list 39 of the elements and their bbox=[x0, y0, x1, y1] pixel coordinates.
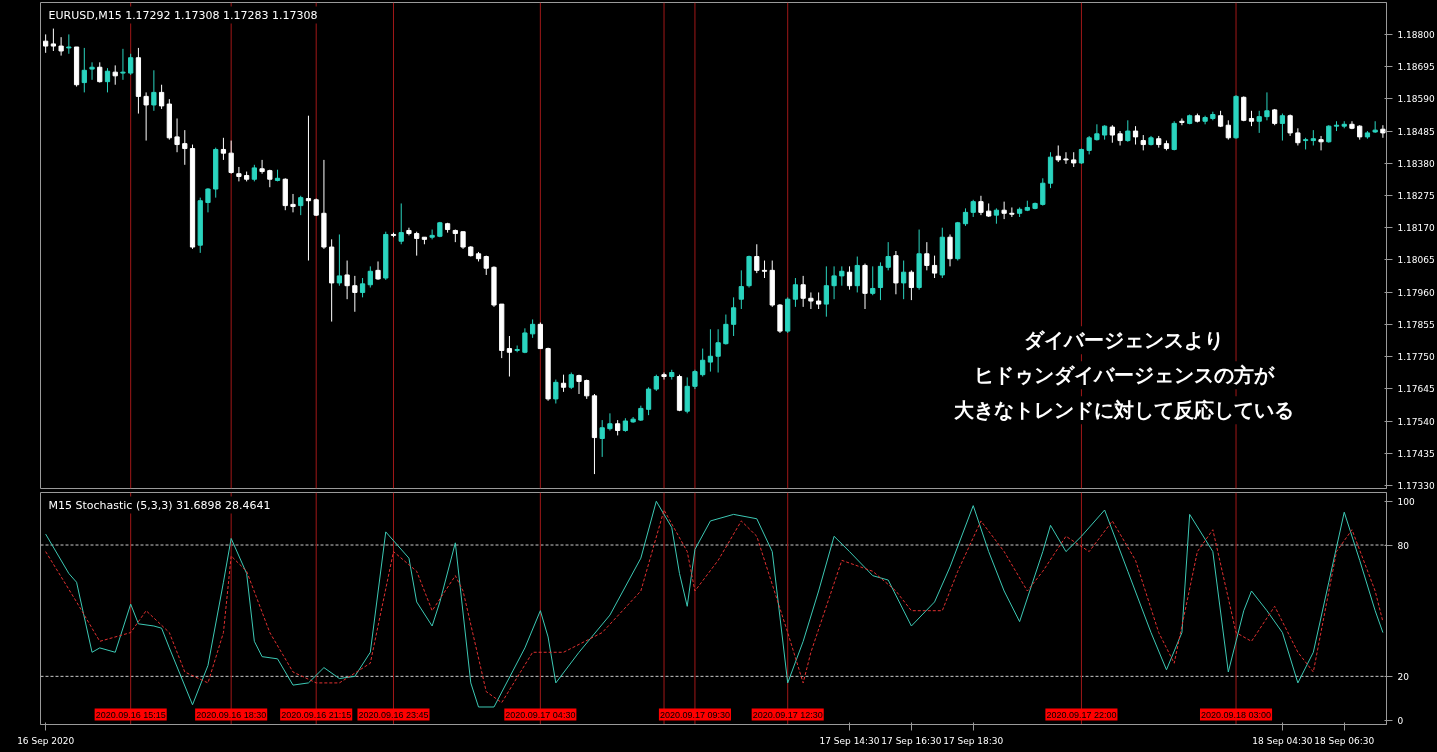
y-tick-label: 0 bbox=[1397, 715, 1404, 726]
y-tick-label: 1.17960 bbox=[1397, 287, 1435, 298]
y-tick-label: 1.18275 bbox=[1397, 190, 1435, 201]
x-tick-label: 18 Sep 06:30 bbox=[1314, 735, 1375, 746]
y-tick-label: 1.17645 bbox=[1397, 384, 1435, 395]
y-tick-label: 1.17330 bbox=[1397, 480, 1435, 491]
ref-line-label: 2020.09.16 15:15 bbox=[95, 709, 166, 720]
x-tick-label: 18 Sep 04:30 bbox=[1252, 735, 1313, 746]
y-tick-label: 1.18380 bbox=[1397, 158, 1435, 169]
y-tick-label: 100 bbox=[1397, 496, 1415, 507]
text: M15 Stochastic (5,3,3) 31.6898 28.4641 bbox=[48, 498, 271, 512]
y-tick-label: 1.18485 bbox=[1397, 126, 1435, 137]
ref-line-label: 2020.09.18 03:00 bbox=[1201, 709, 1272, 720]
ref-line-label: 2020.09.17 12:30 bbox=[752, 709, 823, 720]
y-tick-label: 1.17540 bbox=[1397, 416, 1435, 427]
y-tick-label: 1.17750 bbox=[1397, 352, 1435, 363]
ref-line-label: 2020.09.17 09:30 bbox=[659, 709, 730, 720]
y-tick-label: 1.18590 bbox=[1397, 94, 1435, 105]
x-tick-label: 17 Sep 16:30 bbox=[881, 735, 942, 746]
x-tick-label: 16 Sep 2020 bbox=[17, 735, 75, 746]
ref-line-label: 2020.09.16 21:15 bbox=[281, 709, 352, 720]
y-tick-label: 1.18170 bbox=[1397, 223, 1435, 234]
y-tick-label: 1.17435 bbox=[1397, 448, 1435, 459]
y-tick-label: 20 bbox=[1397, 671, 1410, 682]
ref-line-label: 2020.09.16 18:30 bbox=[196, 709, 267, 720]
x-tick-label: 17 Sep 14:30 bbox=[819, 735, 880, 746]
ref-line-label: 2020.09.16 23:45 bbox=[358, 709, 429, 720]
y-tick-label: 80 bbox=[1397, 540, 1410, 551]
annotation: ヒドゥンダイバージェンスの方が bbox=[974, 364, 1276, 387]
x-tick-label: 17 Sep 18:30 bbox=[943, 735, 1004, 746]
text: EURUSD,M15 1.17292 1.17308 1.17283 1.17308 bbox=[48, 8, 318, 22]
ref-line-label: 2020.09.17 04:30 bbox=[505, 709, 576, 720]
ref-line-label: 2020.09.17 22:00 bbox=[1046, 709, 1117, 720]
annotation: 大きなトレンドに対して反応している bbox=[954, 399, 1295, 422]
annotation: ダイバージェンスより bbox=[1024, 329, 1225, 352]
y-tick-label: 1.18800 bbox=[1397, 29, 1435, 40]
y-tick-label: 1.17855 bbox=[1397, 319, 1435, 330]
y-tick-label: 1.18695 bbox=[1397, 62, 1435, 73]
y-tick-label: 1.18065 bbox=[1397, 255, 1435, 266]
